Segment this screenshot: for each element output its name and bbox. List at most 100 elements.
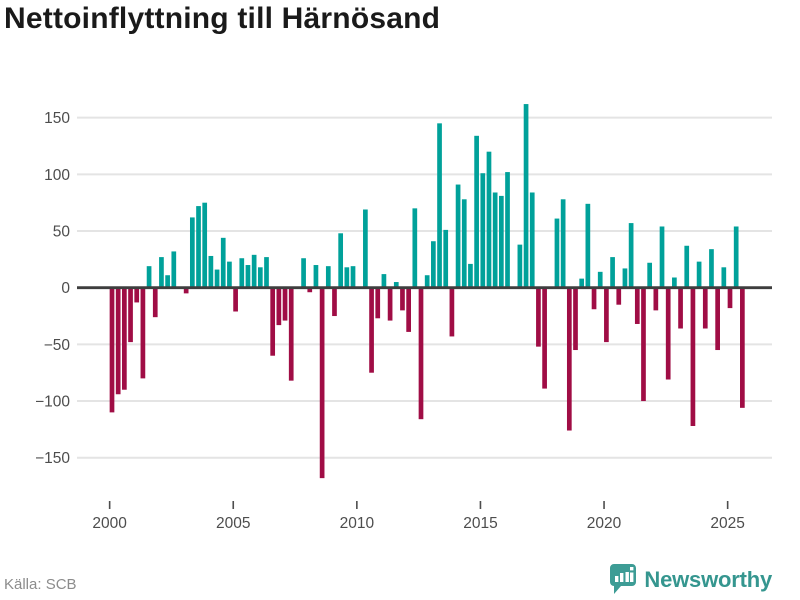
bar-2001Q4 xyxy=(152,287,158,318)
bar-2014Q2 xyxy=(461,199,467,288)
bar-2007Q1 xyxy=(282,287,288,321)
net-migration-bar-chart: 150 100 50 0 −50 −100 −150 2000 2005 2010 2015 2020… xyxy=(35,104,772,532)
y-tick-label-150: 150 xyxy=(44,110,70,127)
bar-2022Q4 xyxy=(672,277,677,288)
bar-2002Q1 xyxy=(159,257,164,288)
bar-2008Q3 xyxy=(319,287,325,479)
bar-2000Q4 xyxy=(128,287,133,343)
bar-2005Q1 xyxy=(233,287,238,312)
bar-2012Q2 xyxy=(412,208,418,288)
brand-name: Newsworthy xyxy=(644,567,772,592)
bar-2004Q2 xyxy=(214,269,220,288)
y-tick-label-50: 50 xyxy=(53,224,71,241)
bar-2010Q2 xyxy=(363,209,368,288)
bar-2023Q3 xyxy=(690,287,696,426)
bar-2012Q1 xyxy=(406,287,411,332)
bar-2014Q4 xyxy=(474,135,479,288)
bar-2000Q1 xyxy=(109,287,115,413)
x-tick-label-2000: 2000 xyxy=(92,515,127,532)
bar-2020Q4 xyxy=(622,268,628,288)
bar-2005Q2 xyxy=(239,258,245,288)
bar-2017Q2 xyxy=(536,287,541,347)
bar-2025Q2 xyxy=(733,226,739,288)
bar-2003Q4 xyxy=(202,202,208,288)
x-tick-label-2010: 2010 xyxy=(340,515,375,532)
bar-2005Q3 xyxy=(245,265,251,288)
bar-2013Q3 xyxy=(443,229,449,288)
bar-2001Q2 xyxy=(140,287,146,379)
bar-2002Q3 xyxy=(171,251,177,288)
bar-2015Q1 xyxy=(480,173,486,288)
bar-2019Q3 xyxy=(591,287,597,310)
bar-2006Q1 xyxy=(257,267,263,288)
bar-2000Q3 xyxy=(122,287,127,390)
bar-2012Q4 xyxy=(424,275,430,288)
bar-2020Q1 xyxy=(604,287,609,343)
bar-2019Q4 xyxy=(597,271,603,288)
bar-2008Q4 xyxy=(325,266,331,288)
bar-2008Q1 xyxy=(307,287,313,293)
bar-2024Q4 xyxy=(721,267,727,288)
bar-2012Q3 xyxy=(418,287,424,420)
bar-2009Q1 xyxy=(332,287,337,317)
bar-2003Q3 xyxy=(196,206,201,288)
bar-2013Q1 xyxy=(431,241,436,288)
bar-chart-bubble-icon xyxy=(610,564,637,594)
bar-2024Q2 xyxy=(709,249,714,288)
bar-2016Q1 xyxy=(505,172,510,288)
bar-2014Q3 xyxy=(468,263,473,288)
bar-2022Q1 xyxy=(653,287,659,311)
bar-2020Q2 xyxy=(610,257,615,288)
bar-2011Q4 xyxy=(400,287,405,311)
bar-2010Q4 xyxy=(375,287,381,319)
bar-2005Q4 xyxy=(251,254,257,288)
bar-2001Q3 xyxy=(146,266,152,288)
bar-2004Q4 xyxy=(227,261,232,288)
bar-2013Q4 xyxy=(449,287,455,337)
bar-2023Q1 xyxy=(678,287,683,329)
bar-2011Q1 xyxy=(381,274,387,288)
y-tick-label-−100: −100 xyxy=(35,394,70,411)
bar-2006Q4 xyxy=(276,287,282,326)
bar-2022Q2 xyxy=(659,226,665,288)
bar-2025Q3 xyxy=(740,287,745,408)
bar-2017Q1 xyxy=(529,192,535,288)
bar-2019Q2 xyxy=(585,203,591,288)
bar-2011Q3 xyxy=(393,282,399,288)
bar-2016Q3 xyxy=(517,244,523,288)
x-tick-label-2025: 2025 xyxy=(710,515,744,532)
bar-2023Q2 xyxy=(684,245,690,288)
bar-2018Q1 xyxy=(554,218,560,288)
bar-2015Q3 xyxy=(492,192,498,288)
bar-2023Q4 xyxy=(696,261,702,288)
source-attribution: Källa: SCB xyxy=(4,576,77,593)
bar-2021Q1 xyxy=(628,223,634,288)
bar-2016Q4 xyxy=(523,104,529,288)
bar-2021Q4 xyxy=(647,262,653,288)
y-tick-label-100: 100 xyxy=(44,167,70,184)
bar-2004Q3 xyxy=(220,237,226,288)
bar-2025Q1 xyxy=(727,287,733,309)
bar-2009Q3 xyxy=(344,267,350,288)
bar-2020Q3 xyxy=(616,287,622,305)
bar-2018Q4 xyxy=(573,287,578,351)
y-tick-label-−50: −50 xyxy=(44,337,71,354)
bar-2008Q2 xyxy=(313,265,319,288)
bar-2015Q2 xyxy=(486,151,492,288)
bar-2006Q2 xyxy=(264,257,269,288)
newsworthy-brand: Newsworthy xyxy=(609,563,772,597)
bar-2018Q3 xyxy=(566,287,572,431)
bar-2022Q3 xyxy=(665,287,671,380)
bar-2015Q4 xyxy=(498,195,504,288)
bar-2019Q1 xyxy=(579,278,585,288)
bar-2001Q1 xyxy=(134,287,140,303)
bar-2003Q1 xyxy=(183,287,189,294)
bar-2024Q3 xyxy=(715,287,720,351)
bar-2002Q2 xyxy=(165,275,170,288)
bar-2007Q2 xyxy=(288,287,294,381)
bar-2007Q4 xyxy=(301,258,306,288)
bar-2004Q1 xyxy=(208,255,214,288)
bar-2017Q3 xyxy=(542,287,547,389)
x-tick-label-2005: 2005 xyxy=(216,515,250,532)
